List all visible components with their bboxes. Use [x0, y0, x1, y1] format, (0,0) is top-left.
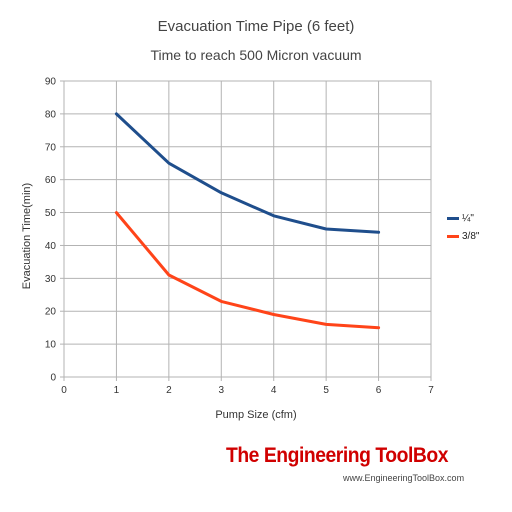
x-tick-label: 4 [271, 385, 277, 396]
grid-lines [63, 80, 432, 378]
y-tick-label: 80 [45, 109, 57, 120]
y-tick-label: 10 [45, 340, 57, 351]
y-tick-label: 30 [45, 274, 57, 285]
legend-item: ¼" [447, 209, 479, 227]
y-tick-label: 20 [45, 307, 57, 318]
y-tick-label: 40 [45, 241, 57, 252]
x-tick-label: 0 [61, 385, 67, 396]
legend: ¼" 3/8" [447, 209, 479, 245]
x-tick-label: 6 [376, 385, 382, 396]
watermark-logo: The Engineering ToolBox [226, 444, 448, 467]
x-tick-label: 1 [114, 385, 120, 396]
tick-labels: 0 10 20 30 40 50 60 70 80 90 0 1 2 3 4 5 6 7 [45, 77, 434, 397]
y-tick-label: 90 [45, 77, 57, 88]
y-axis-label: Evacuation Time(min) [21, 182, 33, 290]
x-axis-label: Pump Size (cfm) [215, 409, 297, 421]
x-tick-label: 5 [323, 385, 329, 396]
chart-title: Evacuation Time Pipe (6 feet) [157, 18, 355, 35]
legend-label: 3/8" [462, 230, 480, 242]
x-tick-label: 7 [428, 385, 434, 396]
plot-frame [63, 80, 432, 378]
watermark-url: www.EngineeringToolBox.com [343, 473, 465, 483]
axes [60, 80, 432, 381]
legend-swatch [447, 216, 459, 220]
x-tick-label: 3 [219, 385, 225, 396]
y-tick-label: 0 [50, 373, 56, 384]
y-tick-label: 70 [45, 142, 57, 153]
legend-item: 3/8" [447, 227, 479, 245]
chart-subtitle: Time to reach 500 Micron vacuum [150, 47, 362, 63]
series-lines [114, 112, 381, 330]
series-line [114, 112, 381, 234]
series-line [114, 211, 381, 330]
legend-swatch [447, 234, 459, 238]
y-tick-label: 50 [45, 208, 57, 219]
x-tick-label: 2 [166, 385, 172, 396]
y-tick-label: 60 [45, 175, 57, 186]
legend-label: ¼" [462, 212, 474, 224]
